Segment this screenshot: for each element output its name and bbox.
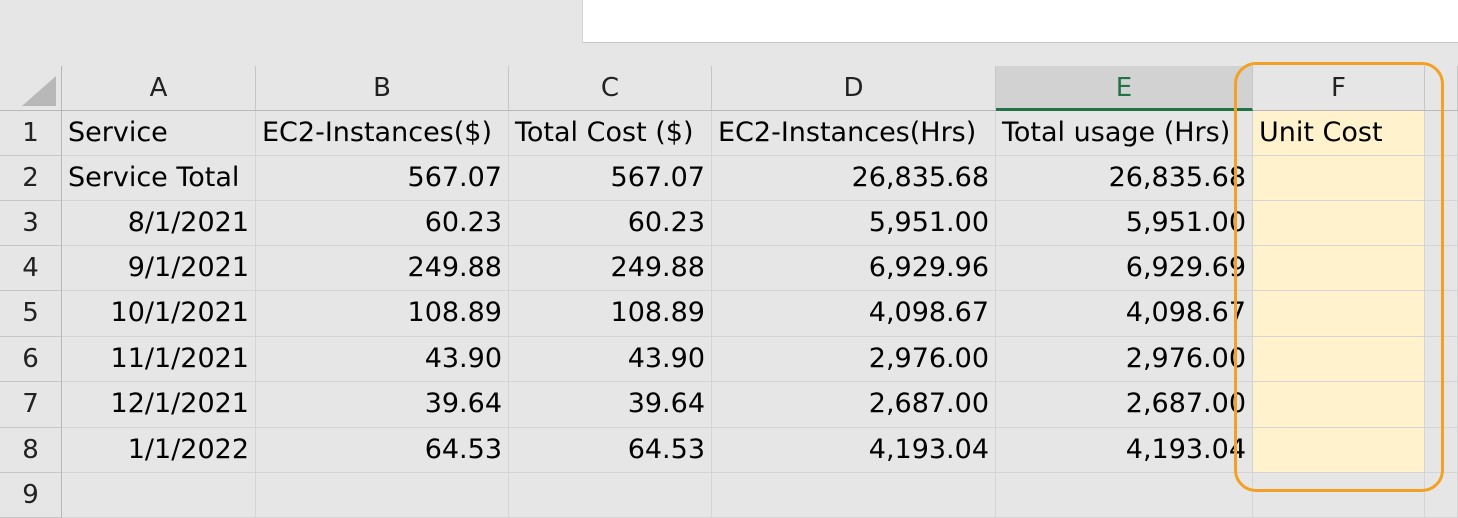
- cell-c2[interactable]: 567.07: [509, 156, 712, 201]
- cell-e1[interactable]: Total usage (Hrs): [996, 111, 1253, 156]
- cell-g4[interactable]: [1425, 246, 1458, 291]
- cell-f5[interactable]: [1253, 291, 1425, 337]
- column-header-a[interactable]: A: [62, 66, 256, 111]
- cell-b8[interactable]: 64.53: [256, 428, 509, 473]
- cell-c8[interactable]: 64.53: [509, 428, 712, 473]
- cell-g7[interactable]: [1425, 382, 1458, 428]
- column-header-c[interactable]: C: [509, 66, 712, 111]
- cell-e3[interactable]: 5,951.00: [996, 201, 1253, 246]
- cell-c5[interactable]: 108.89: [509, 291, 712, 337]
- cell-f4[interactable]: [1253, 246, 1425, 291]
- cell-a4[interactable]: 9/1/2021: [62, 246, 256, 291]
- cell-d9[interactable]: [712, 473, 996, 518]
- row-header-5[interactable]: 5: [0, 291, 62, 337]
- cell-b3[interactable]: 60.23: [256, 201, 509, 246]
- column-header-g[interactable]: [1425, 66, 1458, 111]
- row-header-4[interactable]: 4: [0, 246, 62, 291]
- cell-e5[interactable]: 4,098.67: [996, 291, 1253, 337]
- cell-c4[interactable]: 249.88: [509, 246, 712, 291]
- cell-f6[interactable]: [1253, 337, 1425, 382]
- cell-g8[interactable]: [1425, 428, 1458, 473]
- cell-g1[interactable]: [1425, 111, 1458, 156]
- cell-b9[interactable]: [256, 473, 509, 518]
- select-all-icon: [22, 76, 56, 106]
- cell-f9[interactable]: [1253, 473, 1425, 518]
- cell-e8[interactable]: 4,193.04: [996, 428, 1253, 473]
- row-header-1[interactable]: 1: [0, 111, 62, 156]
- cell-g5[interactable]: [1425, 291, 1458, 337]
- row-header-3[interactable]: 3: [0, 201, 62, 246]
- cell-c1[interactable]: Total Cost ($): [509, 111, 712, 156]
- cell-f7[interactable]: [1253, 382, 1425, 428]
- cell-g3[interactable]: [1425, 201, 1458, 246]
- cell-d6[interactable]: 2,976.00: [712, 337, 996, 382]
- row-header-8[interactable]: 8: [0, 428, 62, 473]
- cell-d2[interactable]: 26,835.68: [712, 156, 996, 201]
- cell-c7[interactable]: 39.64: [509, 382, 712, 428]
- cell-a9[interactable]: [62, 473, 256, 518]
- column-header-b[interactable]: B: [256, 66, 509, 111]
- row-header-2[interactable]: 2: [0, 156, 62, 201]
- cell-a7[interactable]: 12/1/2021: [62, 382, 256, 428]
- cell-c9[interactable]: [509, 473, 712, 518]
- cell-e7[interactable]: 2,687.00: [996, 382, 1253, 428]
- cell-f1[interactable]: Unit Cost: [1253, 111, 1425, 156]
- cell-a1[interactable]: Service: [62, 111, 256, 156]
- cell-b2[interactable]: 567.07: [256, 156, 509, 201]
- cell-d8[interactable]: 4,193.04: [712, 428, 996, 473]
- cell-g9[interactable]: [1425, 473, 1458, 518]
- cell-a2[interactable]: Service Total: [62, 156, 256, 201]
- cell-f3[interactable]: [1253, 201, 1425, 246]
- cell-a5[interactable]: 10/1/2021: [62, 291, 256, 337]
- row-header-9[interactable]: 9: [0, 473, 62, 518]
- cell-b7[interactable]: 39.64: [256, 382, 509, 428]
- column-header-d[interactable]: D: [712, 66, 996, 111]
- cell-c3[interactable]: 60.23: [509, 201, 712, 246]
- cell-d7[interactable]: 2,687.00: [712, 382, 996, 428]
- cell-f2[interactable]: [1253, 156, 1425, 201]
- cell-d5[interactable]: 4,098.67: [712, 291, 996, 337]
- cell-d4[interactable]: 6,929.96: [712, 246, 996, 291]
- cell-g2[interactable]: [1425, 156, 1458, 201]
- formula-bar[interactable]: [582, 0, 1458, 43]
- cell-b1[interactable]: EC2-Instances($): [256, 111, 509, 156]
- cell-f8[interactable]: [1253, 428, 1425, 473]
- column-header-e[interactable]: E: [996, 66, 1253, 111]
- cell-e4[interactable]: 6,929.69: [996, 246, 1253, 291]
- cell-c6[interactable]: 43.90: [509, 337, 712, 382]
- cell-e9[interactable]: [996, 473, 1253, 518]
- column-header-f[interactable]: F: [1253, 66, 1425, 111]
- cell-a6[interactable]: 11/1/2021: [62, 337, 256, 382]
- cell-d1[interactable]: EC2-Instances(Hrs): [712, 111, 996, 156]
- cell-b4[interactable]: 249.88: [256, 246, 509, 291]
- cell-a8[interactable]: 1/1/2022: [62, 428, 256, 473]
- row-header-6[interactable]: 6: [0, 337, 62, 382]
- cell-e6[interactable]: 2,976.00: [996, 337, 1253, 382]
- cell-b5[interactable]: 108.89: [256, 291, 509, 337]
- cell-g6[interactable]: [1425, 337, 1458, 382]
- cell-e2[interactable]: 26,835.68: [996, 156, 1253, 201]
- cell-d3[interactable]: 5,951.00: [712, 201, 996, 246]
- cell-b6[interactable]: 43.90: [256, 337, 509, 382]
- cell-a3[interactable]: 8/1/2021: [62, 201, 256, 246]
- row-header-7[interactable]: 7: [0, 382, 62, 428]
